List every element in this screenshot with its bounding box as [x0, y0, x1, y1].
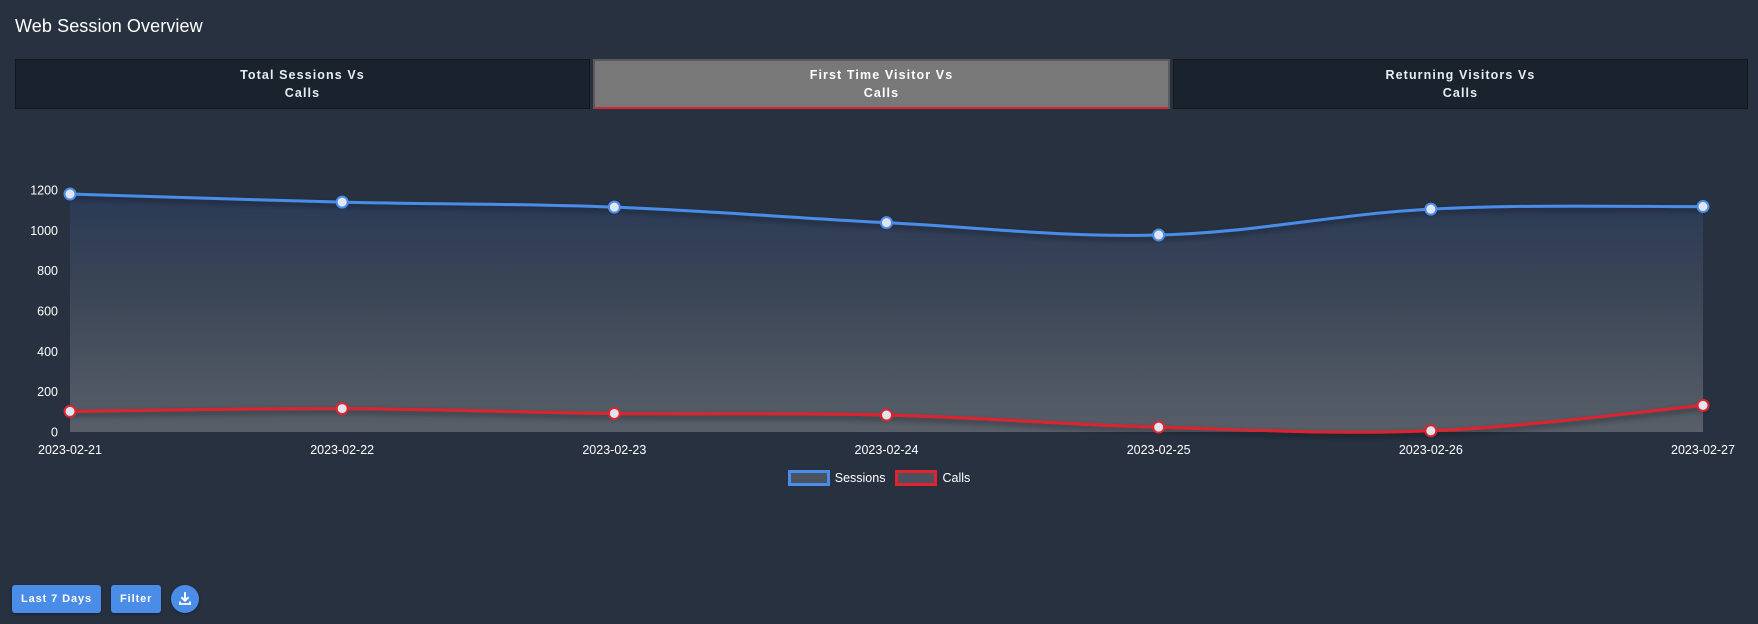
tab-label-line2: Calls: [1442, 86, 1479, 100]
tab-returning-visitors-vs-calls[interactable]: Returning Visitors Vs Calls: [1173, 59, 1748, 109]
legend-item-sessions[interactable]: Sessions: [787, 470, 886, 486]
download-button[interactable]: [171, 585, 200, 613]
x-tick-label: 2023-02-21: [38, 443, 102, 457]
legend-label-calls: Calls: [942, 471, 971, 485]
x-tick-label: 2023-02-25: [1127, 443, 1191, 457]
data-point-calls: [1152, 420, 1166, 434]
tab-first-time-visitor-vs-calls[interactable]: First Time Visitor Vs Calls: [593, 59, 1170, 109]
y-tick-label: 1000: [30, 224, 58, 238]
legend-label-sessions: Sessions: [834, 471, 886, 485]
legend-swatch-sessions: [787, 470, 830, 486]
data-point-sessions: [63, 187, 77, 201]
sessions-area: [70, 194, 1703, 432]
y-tick-label: 0: [51, 426, 58, 440]
tab-bar: Total Sessions Vs Calls First Time Visito…: [15, 59, 1748, 109]
data-point-calls: [335, 402, 349, 416]
tab-total-sessions-vs-calls[interactable]: Total Sessions Vs Calls: [15, 59, 590, 109]
x-tick-label: 2023-02-23: [582, 443, 646, 457]
data-point-sessions: [1696, 200, 1710, 214]
page-title: Web Session Overview: [15, 16, 203, 36]
x-tick-label: 2023-02-22: [310, 443, 374, 457]
data-point-sessions: [1152, 228, 1166, 242]
tab-label-line1: Returning Visitors Vs: [1385, 68, 1536, 82]
data-point-calls: [63, 404, 77, 418]
bottom-toolbar: Last 7 Days Filter: [12, 585, 200, 613]
y-tick-label: 600: [37, 305, 58, 319]
x-tick-label: 2023-02-27: [1671, 443, 1735, 457]
y-tick-label: 1200: [30, 184, 58, 198]
data-point-calls: [1424, 424, 1438, 438]
x-tick-label: 2023-02-24: [855, 443, 919, 457]
data-point-calls: [607, 406, 621, 420]
x-tick-label: 2023-02-26: [1399, 443, 1463, 457]
date-range-button[interactable]: Last 7 Days: [12, 585, 102, 613]
download-icon: [179, 592, 192, 605]
tab-label-line1: First Time Visitor Vs: [809, 68, 954, 82]
tab-label-line1: Total Sessions Vs: [240, 68, 365, 82]
data-point-sessions: [607, 200, 621, 214]
y-tick-label: 400: [37, 345, 58, 359]
tab-label-line2: Calls: [863, 86, 900, 100]
data-point-sessions: [335, 195, 349, 209]
data-point-sessions: [1424, 202, 1438, 216]
y-tick-label: 800: [37, 264, 58, 278]
filter-button[interactable]: Filter: [111, 585, 162, 613]
data-point-sessions: [880, 216, 893, 230]
legend-item-calls[interactable]: Calls: [895, 470, 970, 486]
data-point-calls: [880, 408, 893, 422]
tab-label-line2: Calls: [284, 86, 321, 100]
legend-swatch-calls: [895, 470, 938, 486]
chart-legend: Sessions Calls: [0, 470, 1758, 486]
data-point-calls: [1696, 398, 1710, 412]
y-tick-label: 200: [37, 385, 58, 399]
line-chart: 0 200 400 600 800 1000 1200 2023-02-21 2023-02-2…: [30, 184, 1735, 458]
